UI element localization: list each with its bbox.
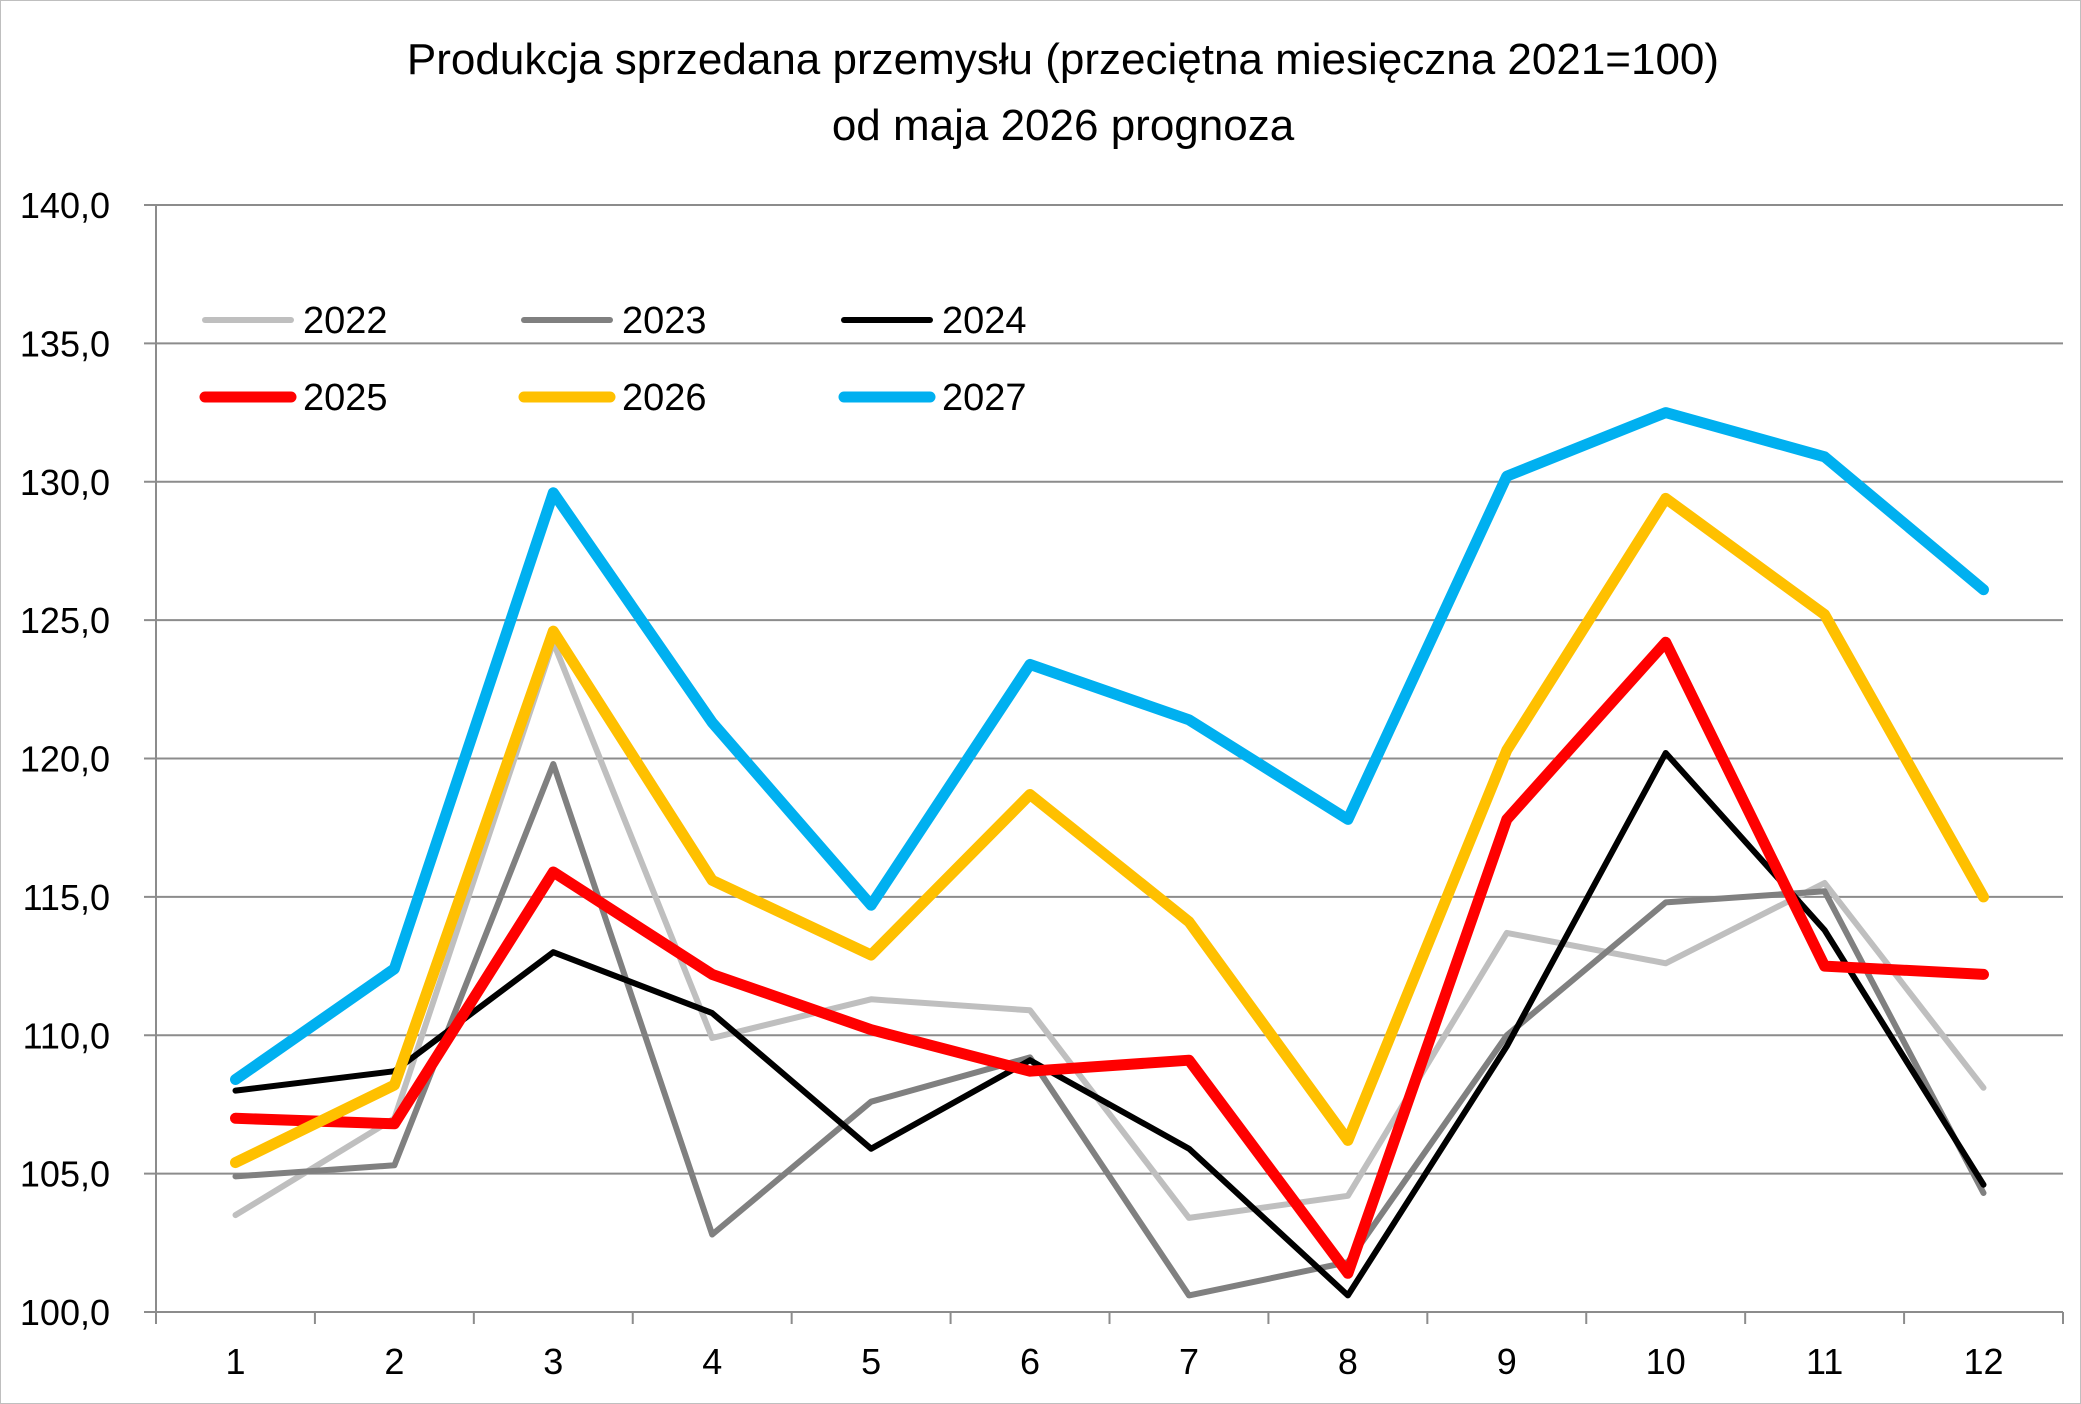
y-tick-label: 140,0 [20,185,110,226]
series-line-2023 [232,761,1987,1299]
axes: 100,0 105,0 110,0 115,0 120,0 125,0 130,0 135,0… [20,185,2064,1382]
y-tick-label: 105,0 [20,1154,110,1195]
series-line-2025 [230,636,1989,1279]
series-line-2022 [232,639,1987,1221]
gridlines [156,204,2063,1175]
series-lines [230,407,1989,1299]
series-line-2024 [232,750,1987,1299]
x-tick-label: 3 [543,1341,563,1382]
series-line-2027 [230,407,1989,1085]
chart-subtitle: od maja 2026 prognoza [832,101,1295,150]
x-tick-label: 9 [1497,1341,1517,1382]
legend-label-2022: 2022 [303,300,388,342]
legend-label-2025: 2025 [303,377,388,419]
y-tick-label: 120,0 [20,739,110,780]
x-tick-label: 11 [1806,1341,1843,1382]
y-tick-label: 110,0 [23,1015,110,1056]
x-tick-label: 8 [1338,1341,1358,1382]
x-tick-label: 5 [861,1341,881,1382]
x-tick-label: 10 [1646,1341,1686,1382]
y-tick-label: 130,0 [20,462,110,503]
x-tick-label: 6 [1020,1341,1040,1382]
x-tick-label: 7 [1179,1341,1199,1382]
chart-title: Produkcja sprzedana przemysłu (przeciętn… [407,35,1719,84]
x-tick-label: 12 [1964,1341,2004,1382]
y-tick-label: 100,0 [20,1292,110,1333]
x-tick-label: 4 [702,1341,722,1382]
x-tick-label: 1 [225,1341,245,1382]
y-tick-label: 135,0 [20,323,110,364]
y-tick-label: 115,0 [23,877,110,918]
legend: 2022 2023 2024 2025 2026 2027 [199,300,1027,419]
x-tick-label: 2 [384,1341,404,1382]
y-tick-label: 125,0 [20,600,110,641]
legend-label-2023: 2023 [622,300,707,342]
series-line-2026 [230,492,1989,1169]
legend-label-2027: 2027 [942,377,1027,419]
legend-label-2024: 2024 [942,300,1027,342]
legend-label-2026: 2026 [622,377,707,419]
